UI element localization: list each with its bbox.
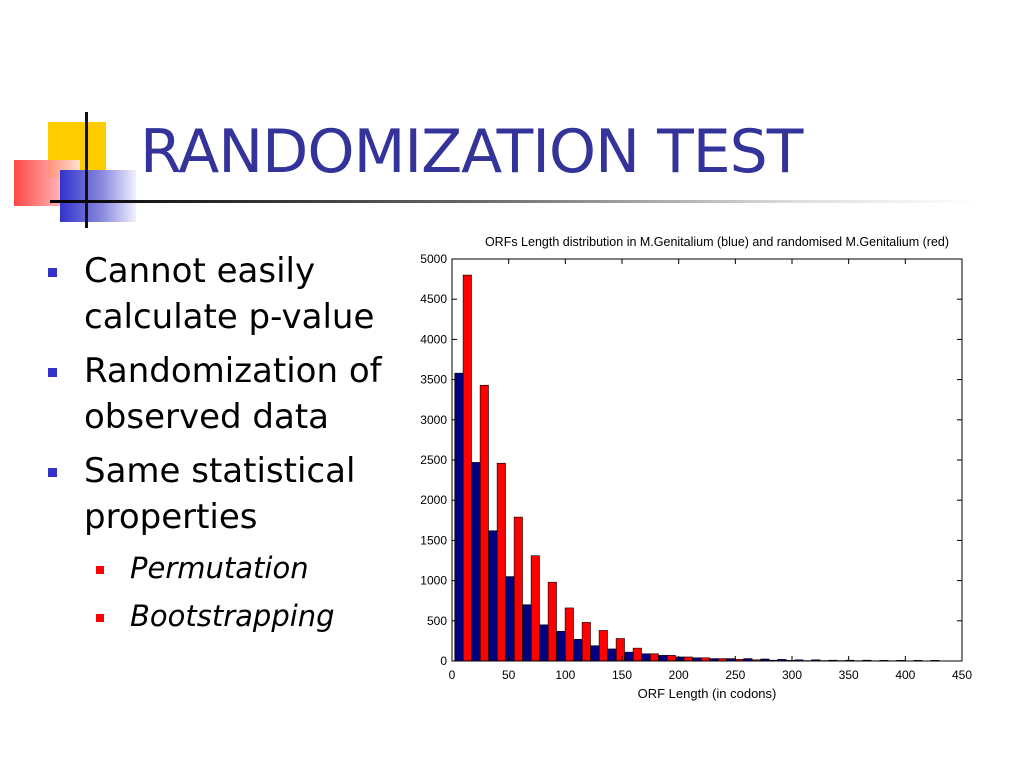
blue-bar <box>624 651 634 662</box>
bullet-item: Cannot easily calculate p-value <box>48 248 408 340</box>
red-bar <box>683 656 693 662</box>
red-bar <box>462 274 472 662</box>
blue-bar <box>658 655 668 662</box>
blue-bar <box>454 372 464 662</box>
bullet-text: Randomization of observed data <box>84 351 382 437</box>
slide-title: RANDOMIZATION TEST <box>140 117 803 187</box>
x-tick-label: 400 <box>895 668 915 682</box>
blue-bar <box>522 604 532 662</box>
bullet-square-icon <box>48 268 57 277</box>
blue-square-decoration <box>60 170 136 222</box>
y-tick-label: 0 <box>440 654 447 668</box>
sub-bullet-item: Bootstrapping <box>96 596 408 636</box>
x-tick-label: 200 <box>669 668 689 682</box>
y-tick-label: 4500 <box>420 292 447 306</box>
y-tick-label: 500 <box>427 614 447 628</box>
title-underline <box>50 200 980 203</box>
y-tick-label: 1000 <box>420 574 447 588</box>
blue-bar <box>505 576 515 662</box>
blue-bar <box>641 653 651 662</box>
red-bar <box>479 384 489 662</box>
plot-frame <box>451 258 963 662</box>
chart-title: ORFs Length distribution in M.Genitalium… <box>485 235 949 249</box>
sub-bullet-text: Bootstrapping <box>130 599 335 633</box>
orf-length-histogram: ORFs Length distribution in M.Genitalium… <box>420 235 972 701</box>
bullet-text: Cannot easily calculate p-value <box>84 251 375 337</box>
blue-bar <box>573 638 583 662</box>
blue-bar <box>471 462 481 662</box>
bullet-item: Randomization of observed data <box>48 348 408 440</box>
blue-bar <box>556 630 566 662</box>
y-tick-label: 3000 <box>420 413 447 427</box>
sub-bullet-square-icon <box>96 566 104 574</box>
blue-bar <box>488 530 498 662</box>
red-bar <box>513 516 523 662</box>
x-tick-label: 50 <box>502 668 516 682</box>
red-bar <box>581 622 591 662</box>
red-bar <box>496 462 506 662</box>
sub-bullet-square-icon <box>96 614 104 622</box>
y-tick-label: 2500 <box>420 453 447 467</box>
red-bar <box>632 647 642 662</box>
blue-bar <box>590 645 600 662</box>
bullet-text: Same statistical properties <box>84 451 356 537</box>
y-tick-label: 2000 <box>420 493 447 507</box>
red-bar <box>666 655 676 662</box>
x-tick-label: 150 <box>612 668 632 682</box>
bullet-list: Cannot easily calculate p-value Randomiz… <box>48 248 408 644</box>
x-axis-label: ORF Length (in codons) <box>638 686 777 701</box>
red-bar <box>598 630 608 662</box>
bullet-square-icon <box>48 368 57 377</box>
red-bar <box>530 555 540 662</box>
sub-bullet-item: Permutation <box>96 548 408 588</box>
red-bar <box>615 638 625 662</box>
x-tick-label: 0 <box>449 668 456 682</box>
y-tick-label: 3500 <box>420 373 447 387</box>
bullet-square-icon <box>48 468 57 477</box>
blue-bar <box>607 648 617 662</box>
y-tick-label: 5000 <box>420 252 447 266</box>
blue-bar <box>539 624 549 662</box>
red-bar <box>649 653 659 662</box>
blue-bar <box>675 656 685 662</box>
x-tick-label: 100 <box>555 668 575 682</box>
red-bar <box>564 607 574 662</box>
x-tick-label: 300 <box>782 668 802 682</box>
bullet-item: Same statistical properties <box>48 448 408 540</box>
y-tick-label: 1500 <box>420 533 447 547</box>
y-tick-label: 4000 <box>420 332 447 346</box>
x-tick-label: 350 <box>839 668 859 682</box>
red-bar <box>547 581 557 662</box>
sub-bullet-text: Permutation <box>130 551 309 585</box>
x-tick-label: 450 <box>952 668 972 682</box>
vertical-rule-decoration <box>85 112 88 228</box>
x-tick-label: 250 <box>725 668 745 682</box>
